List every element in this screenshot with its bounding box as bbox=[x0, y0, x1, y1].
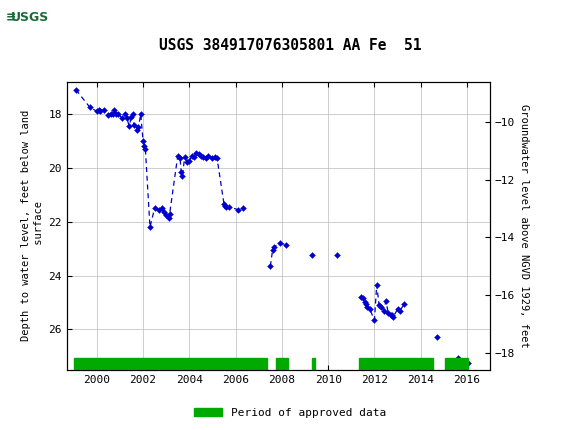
Bar bbox=[360, 359, 433, 370]
Y-axis label: Depth to water level, feet below land
 surface: Depth to water level, feet below land su… bbox=[21, 110, 44, 341]
Legend: Period of approved data: Period of approved data bbox=[190, 403, 390, 422]
Y-axis label: Groundwater level above NGVD 1929, feet: Groundwater level above NGVD 1929, feet bbox=[519, 104, 530, 347]
Bar bbox=[445, 359, 468, 370]
Bar bbox=[276, 359, 288, 370]
Text: ≡: ≡ bbox=[6, 11, 16, 24]
Bar bbox=[74, 359, 267, 370]
Text: USGS 384917076305801 AA Fe  51: USGS 384917076305801 AA Fe 51 bbox=[159, 38, 421, 52]
FancyBboxPatch shape bbox=[3, 3, 58, 32]
Bar bbox=[312, 359, 315, 370]
Text: USGS: USGS bbox=[11, 11, 49, 24]
